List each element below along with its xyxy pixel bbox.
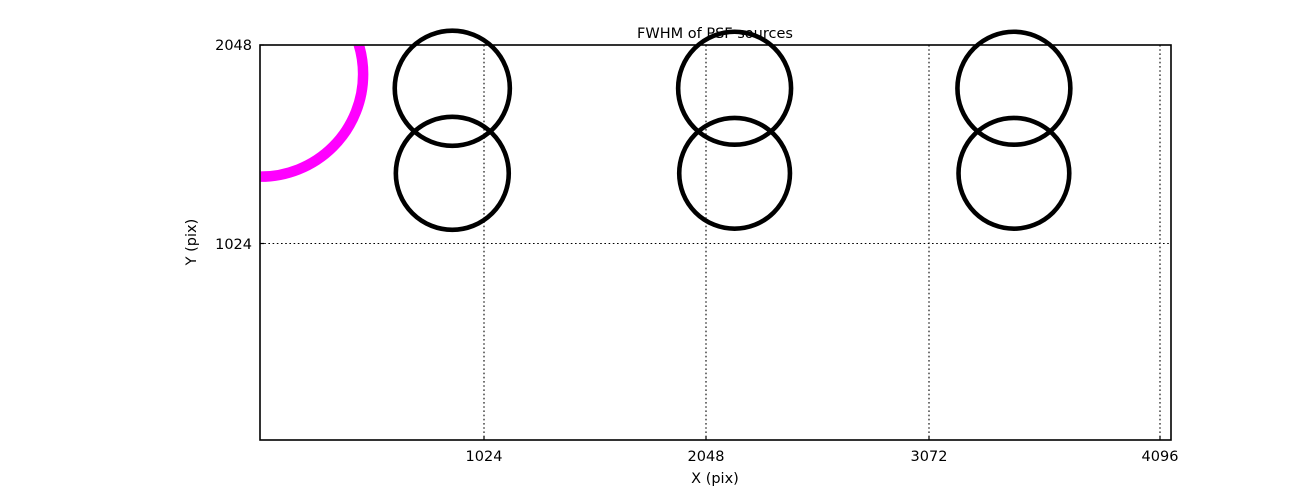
x-tick-label-2048: 2048: [688, 449, 725, 465]
psf-source-marker: [676, 115, 793, 231]
psf-source-marker: [956, 115, 1072, 231]
psf-source-marker: [392, 28, 513, 149]
axes-frame: [259, 44, 1172, 441]
psf-source-markers: [392, 28, 1073, 233]
y-tick-labels: 1024 2048: [215, 38, 252, 253]
outlier-marker-group: [260, 45, 369, 182]
y-tick-label-1024: 1024: [215, 237, 252, 253]
x-tick-label-1024: 1024: [466, 449, 503, 465]
psf-source-marker: [955, 29, 1073, 147]
x-axis-label: X (pix): [691, 471, 739, 487]
x-tick-labels: 1024 2048 3072 4096: [466, 449, 1179, 465]
x-tick-label-4096: 4096: [1142, 449, 1179, 465]
outlier-psf-marker: [260, 45, 369, 182]
axes-spines: [259, 44, 1172, 441]
tick-marks: [260, 44, 1161, 440]
y-axis-label: Y (pix): [184, 219, 200, 267]
plot-area-background: [260, 45, 1171, 440]
y-tick-label-2048: 2048: [215, 38, 252, 54]
x-tick-label-3072: 3072: [911, 449, 948, 465]
psf-source-marker: [393, 114, 512, 233]
gridlines: [260, 45, 1171, 440]
psf-source-marker: [675, 29, 794, 147]
